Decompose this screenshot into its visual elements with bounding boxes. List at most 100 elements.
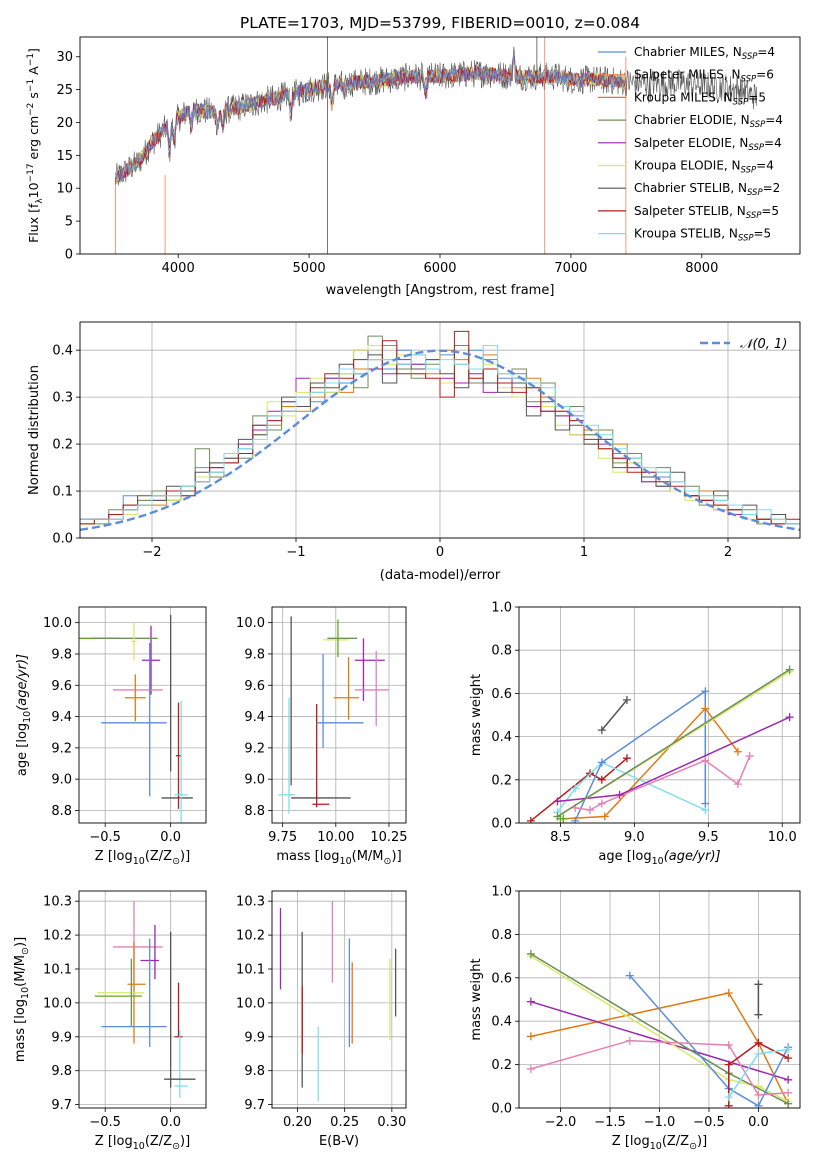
spectrum-series-chabrier_miles [114, 51, 627, 184]
x-tick-label: 7000 [554, 261, 587, 276]
y-tick-label: 10.0 [236, 616, 265, 631]
weight-marker [597, 775, 606, 784]
y-tick-label: 10.0 [43, 616, 72, 631]
weight-marker [754, 1049, 763, 1058]
x-tick-label: 9.0 [624, 830, 645, 845]
histogram-step-kroupa_stelib [80, 345, 800, 525]
weight-marker [754, 1090, 763, 1099]
y-tick-label: 0.3 [52, 391, 73, 406]
y-tick-label: 10.1 [43, 962, 72, 977]
y-tick-label: 15 [56, 149, 73, 164]
y-tick-label: 0.2 [491, 1058, 512, 1073]
weight-line-kroupa_miles [563, 707, 739, 820]
weight-marker [701, 704, 710, 713]
weight_vs_age-axes: 8.5 9.0 9.5 10.0 0.0 0.2 0.4 0.6 0.8 1.0 [491, 601, 800, 845]
x-tick-label: 0.25 [330, 1115, 359, 1130]
y-tick-label: 10.0 [236, 996, 265, 1011]
y-tick-label: 0.0 [491, 817, 512, 832]
x-tick-label: 8.5 [550, 830, 571, 845]
y-tick-label: 30 [56, 50, 73, 65]
spectrum-axes: 4000 5000 6000 7000 8000 0 5 10 15 20 25 30 [56, 50, 718, 276]
y-tick-label: 10.0 [43, 996, 72, 1011]
weight-line-salpeter_elodie [557, 716, 790, 803]
x-tick-label: 2 [724, 545, 732, 560]
weight-marker [733, 780, 742, 789]
y-tick-label: 9.7 [244, 1098, 265, 1113]
weight-marker [625, 1036, 634, 1045]
residuals-axes: −2 −1 0 1 2 0.0 0.1 0.2 0.3 0.4 [52, 322, 800, 560]
y-tick-label: 10.1 [236, 962, 265, 977]
x-tick-label: 8000 [685, 261, 718, 276]
figure-title: PLATE=1703, MJD=53799, FIBERID=0010, z=0… [240, 14, 640, 32]
weight_vs_Z-lines [526, 949, 793, 1108]
y-tick-label: 0 [65, 248, 73, 263]
y-tick-label: 1.0 [491, 885, 512, 900]
y-tick-label: 0.8 [491, 644, 512, 659]
weight-marker [526, 997, 535, 1006]
y-tick-label: 5 [65, 215, 73, 230]
x-tick-label: 0.0 [160, 1115, 181, 1130]
mass_vs_ebv-frame [271, 890, 407, 1109]
x-tick-label: 9.5 [698, 830, 719, 845]
y-tick-label: 9.4 [244, 710, 265, 725]
y-tick-label: 10.3 [236, 895, 265, 910]
x-tick-label: 9.75 [268, 830, 297, 845]
weight-marker [553, 797, 562, 806]
y-tick-label: 25 [56, 83, 73, 98]
y-tick-label: 1.0 [491, 601, 512, 616]
y-tick-label: 9.8 [51, 1064, 72, 1079]
legend-label: 𝒩(0, 1) [740, 337, 787, 352]
age_vs_mass-frame [271, 606, 407, 824]
weight_vs_age-frame [518, 606, 801, 824]
x-tick-label: −1.0 [644, 1115, 676, 1130]
weight-line-chabrier_stelib [601, 699, 628, 731]
mass_vs_ebv-points [279, 901, 397, 1102]
weight-marker [622, 695, 631, 704]
weight-line-chabrier_miles [574, 689, 707, 822]
weight_vs_age-grid [519, 606, 800, 824]
weight_vs_Z-ylabel: mass weight [469, 958, 484, 1040]
y-tick-label: 9.8 [51, 647, 72, 662]
x-tick-label: 0.0 [748, 1115, 769, 1130]
legend-label: Chabrier STELIB, NSSP=2 [634, 181, 780, 198]
age_vs_mass-grid [272, 607, 406, 823]
weight-marker [615, 790, 624, 799]
gaussian-curve [80, 349, 800, 531]
weight-marker [559, 814, 568, 823]
y-tick-label: 0.8 [491, 928, 512, 943]
y-tick-label: 20 [56, 116, 73, 131]
spectrum-legend: Chabrier MILES, NSSP=4 Salpeter MILES, NS… [598, 45, 783, 244]
y-tick-label: 0.1 [52, 485, 73, 500]
weight_vs_age-lines [526, 665, 794, 823]
x-tick-label: −0.5 [89, 1115, 121, 1130]
x-tick-label: 10.00 [317, 830, 354, 845]
legend-label: Salpeter ELODIE, NSSP=4 [634, 136, 782, 153]
x-tick-label: 0.30 [377, 1115, 406, 1130]
weight-marker [625, 971, 634, 980]
weight-marker [754, 1038, 763, 1047]
mass_vs_ebv-axes: 0.20 0.25 0.30 9.7 9.8 9.9 10.0 10.1 10.2 10.3 [236, 891, 406, 1130]
weight-marker [597, 726, 606, 735]
age_vs_mass-axes: 9.75 10.00 10.25 8.8 9.0 9.2 9.4 9.6 9.8 10.0 [236, 607, 408, 845]
y-tick-label: 9.9 [244, 1030, 265, 1045]
weight-marker [754, 1010, 763, 1019]
weight-marker [597, 799, 606, 808]
age_vs_mass-points [278, 616, 389, 814]
y-tick-label: 9.8 [244, 647, 265, 662]
weight_vs_Z-frame [518, 890, 801, 1109]
weight-marker [724, 1041, 733, 1050]
weight-marker [784, 1054, 793, 1063]
y-tick-label: 9.9 [51, 1030, 72, 1045]
weight-marker [733, 747, 742, 756]
weight-line-salpeter_elodie [530, 1000, 789, 1081]
y-tick-label: 9.2 [244, 741, 265, 756]
spectrum-ylabel: Flux [fλ10−17 erg cm−2 s−1 A−1] [26, 48, 45, 243]
age_vs_Z-axes: −0.5 0.0 8.8 9.0 9.2 9.4 9.6 9.8 10.0 [43, 607, 206, 845]
y-tick-label: 9.8 [244, 1064, 265, 1079]
legend-label: Chabrier ELODIE, NSSP=4 [634, 113, 783, 130]
mass_vs_Z-xlabel: Z [log10(Z/Z⊙)] [95, 1134, 190, 1152]
x-tick-label: 5000 [293, 261, 326, 276]
age_vs_Z-frame [78, 606, 207, 824]
residuals-xlabel: (data-model)/error [380, 568, 501, 583]
